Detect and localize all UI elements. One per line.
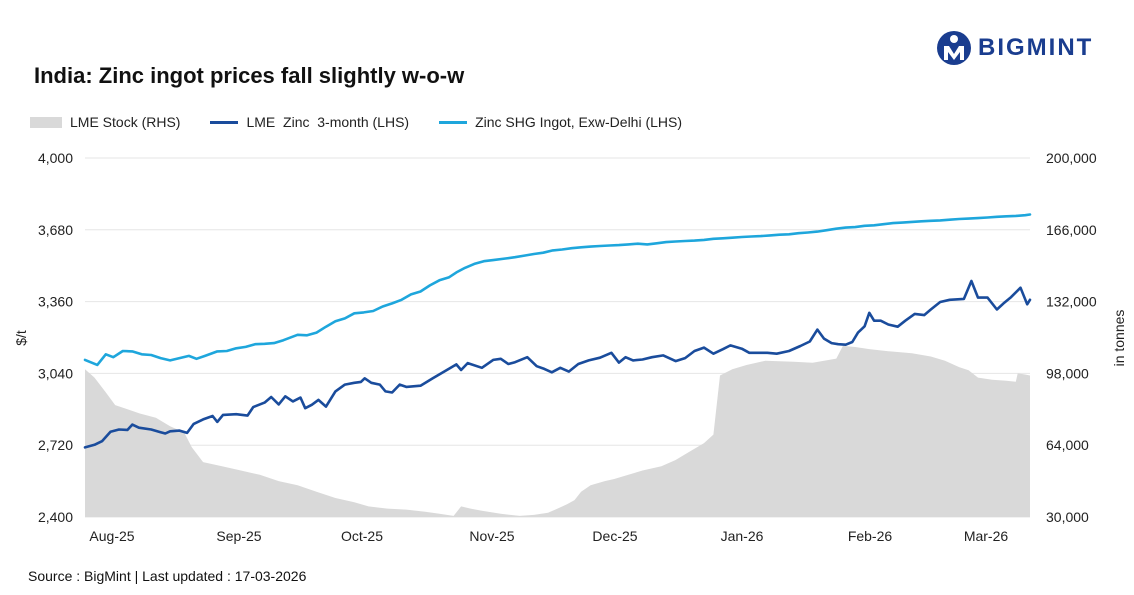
x-tick-label: Oct-25: [341, 528, 383, 544]
x-tick-label: Feb-26: [848, 528, 893, 544]
x-tick-label: Sep-25: [216, 528, 261, 544]
brand-logo: BIGMINT: [936, 30, 1093, 66]
x-tick-label: Nov-25: [469, 528, 514, 544]
legend-label-shg: Zinc SHG Ingot, Exw-Delhi (LHS): [475, 114, 683, 130]
y-left-tick-label: 3,360: [38, 294, 73, 310]
brand-name: BIGMINT: [978, 34, 1094, 61]
series-line-zinc-shg-ingot: [83, 213, 1032, 367]
bigmint-logo-icon: [937, 31, 971, 65]
y-right-axis-title: in tonnes: [1111, 310, 1127, 367]
legend-item-shg: Zinc SHG Ingot, Exw-Delhi (LHS): [439, 114, 682, 130]
series-area-lme-stock: [85, 345, 1030, 517]
legend-label-stock: LME Stock (RHS): [70, 114, 181, 130]
y-right-tick-label: 200,000: [1046, 150, 1097, 166]
legend-label-lme: LME Zinc 3-month (LHS): [246, 114, 410, 130]
x-tick-label: Dec-25: [592, 528, 637, 544]
legend-item-stock: LME Stock (RHS): [30, 114, 180, 130]
x-tick-label: Jan-26: [721, 528, 764, 544]
source-note: Source : BigMint | Last updated : 17-03-…: [28, 568, 307, 584]
chart-title: India: Zinc ingot prices fall slightly w…: [34, 63, 465, 88]
x-tick-label: Aug-25: [89, 528, 134, 544]
y-left-axis-title: $/t: [13, 330, 29, 346]
chart-legend: LME Stock (RHS) LME Zinc 3-month (LHS) Z…: [30, 114, 712, 130]
y-right-tick-label: 166,000: [1046, 222, 1097, 238]
x-tick-label: Mar-26: [964, 528, 1009, 544]
y-left-tick-label: 3,040: [38, 365, 73, 381]
series-line-lme-zinc-3m: [83, 279, 1032, 449]
y-right-tick-label: 64,000: [1046, 437, 1089, 453]
y-right-tick-label: 98,000: [1046, 365, 1089, 381]
y-left-tick-label: 2,720: [38, 437, 73, 453]
legend-swatch-lme: [210, 120, 239, 124]
legend-swatch-stock: [30, 116, 62, 128]
y-left-tick-label: 2,400: [38, 509, 73, 525]
y-right-tick-label: 132,000: [1046, 294, 1097, 310]
legend-swatch-shg: [439, 120, 468, 124]
y-right-tick-label: 30,000: [1046, 509, 1089, 525]
y-left-tick-label: 3,680: [38, 222, 73, 238]
legend-item-lme: LME Zinc 3-month (LHS): [210, 114, 409, 130]
y-left-tick-label: 4,000: [38, 150, 73, 166]
